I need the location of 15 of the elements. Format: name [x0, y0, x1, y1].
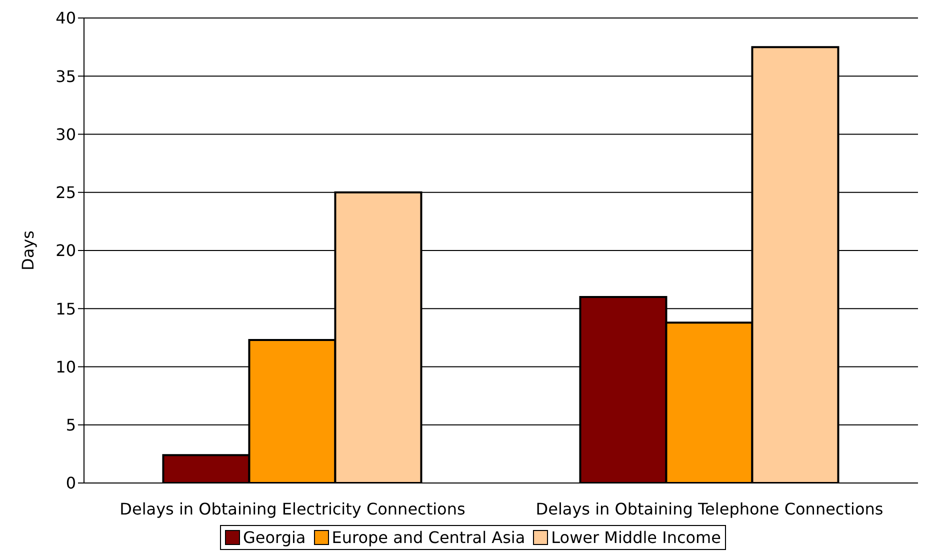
- x-tick-label: Delays in Obtaining Electricity Connections: [120, 499, 466, 518]
- y-tick-label: 35: [56, 66, 76, 86]
- y-tick-label: 25: [56, 183, 76, 202]
- legend-label: Lower Middle Income: [551, 528, 721, 547]
- y-tick-label: 0: [66, 474, 76, 493]
- y-tick-label: 40: [56, 8, 76, 28]
- y-tick-label: 10: [56, 357, 76, 376]
- y-tick-label: 5: [66, 416, 76, 435]
- y-tick-label: 20: [56, 241, 76, 260]
- x-tick-label: Delays in Obtaining Telephone Connections: [536, 499, 884, 518]
- legend-label: Georgia: [243, 528, 306, 547]
- legend-label: Europe and Central Asia: [332, 528, 526, 547]
- y-axis-title: Days: [18, 230, 38, 270]
- y-tick-label: 15: [56, 299, 76, 318]
- y-tick-label: 30: [56, 124, 76, 144]
